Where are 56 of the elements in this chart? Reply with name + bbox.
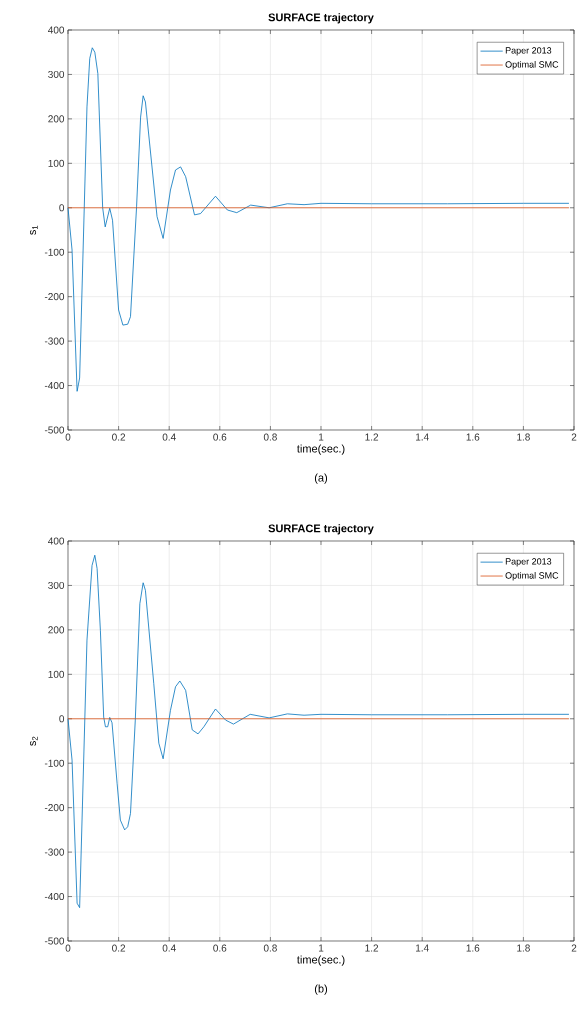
x-tick-label: 1.4 [415, 944, 429, 952]
x-tick-label: 0.8 [263, 433, 277, 441]
x-tick-label: 0.4 [162, 944, 176, 952]
chart-title: SURFACE trajectory [268, 524, 374, 535]
x-axis-title: time(sec.) [296, 955, 345, 966]
y-tick-label: 0 [59, 204, 65, 212]
x-tick-label: 0.2 [111, 944, 126, 952]
legend-label: Optimal SMC [505, 61, 559, 70]
x-tick-label: 0.8 [263, 944, 277, 952]
y-tick-label: -200 [44, 804, 65, 812]
y-tick-label: 100 [48, 670, 65, 678]
x-tick-label: 1.8 [517, 944, 530, 952]
chart-title: SURFACE trajectory [268, 13, 374, 24]
text: (a) [314, 473, 327, 484]
x-tick-label: 2 [571, 433, 577, 441]
y-tick-label: 0 [59, 715, 65, 723]
x-axis-title: time(sec.) [296, 444, 345, 455]
y-tick-label: 400 [47, 537, 65, 545]
line-series [67, 554, 570, 909]
y-tick-label: 400 [47, 26, 65, 34]
x-tick-label: 0.2 [111, 433, 126, 441]
x-tick-label: 0.6 [213, 944, 227, 952]
y-tick-label: 300 [48, 581, 65, 589]
y-axis-title: s$_{2}$ [30, 736, 38, 746]
legend-label: Optimal SMC [505, 572, 559, 581]
y-tick-label: 300 [48, 70, 65, 78]
line-series [67, 47, 570, 392]
x-tick-label: 0.6 [213, 433, 227, 441]
legend-label: Paper 2013 [505, 558, 552, 567]
y-tick-label: -200 [44, 293, 65, 301]
x-tick-label: 1.6 [466, 433, 480, 441]
y-tick-label: -100 [44, 248, 65, 256]
x-tick-label: 1.2 [365, 433, 379, 441]
y-tick-label: -500 [44, 937, 65, 945]
x-tick-label: 0 [65, 944, 71, 952]
y-tick-label: 100 [48, 159, 65, 167]
x-tick-label: 0.4 [162, 433, 176, 441]
x-tick-label: 1 [318, 433, 324, 441]
y-tick-label: 200 [48, 626, 65, 634]
x-tick-label: 1.4 [415, 433, 429, 441]
x-tick-label: 0 [65, 433, 71, 441]
y-tick-label: -300 [44, 337, 65, 345]
x-tick-label: 1.2 [365, 944, 379, 952]
y-tick-label: -400 [44, 382, 65, 390]
y-tick-label: -500 [44, 426, 65, 434]
y-tick-label: 200 [48, 115, 65, 123]
y-tick-label: -400 [44, 893, 65, 901]
text: (b) [314, 984, 327, 995]
y-tick-label: -300 [44, 848, 65, 856]
legend-label: Paper 2013 [505, 47, 552, 56]
x-tick-label: 1.6 [466, 944, 480, 952]
y-axis-title: s$_{1}$ [30, 225, 38, 235]
x-tick-label: 1 [318, 944, 324, 952]
x-tick-label: 2 [571, 944, 577, 952]
x-tick-label: 1.8 [517, 433, 530, 441]
y-tick-label: -100 [44, 759, 65, 767]
